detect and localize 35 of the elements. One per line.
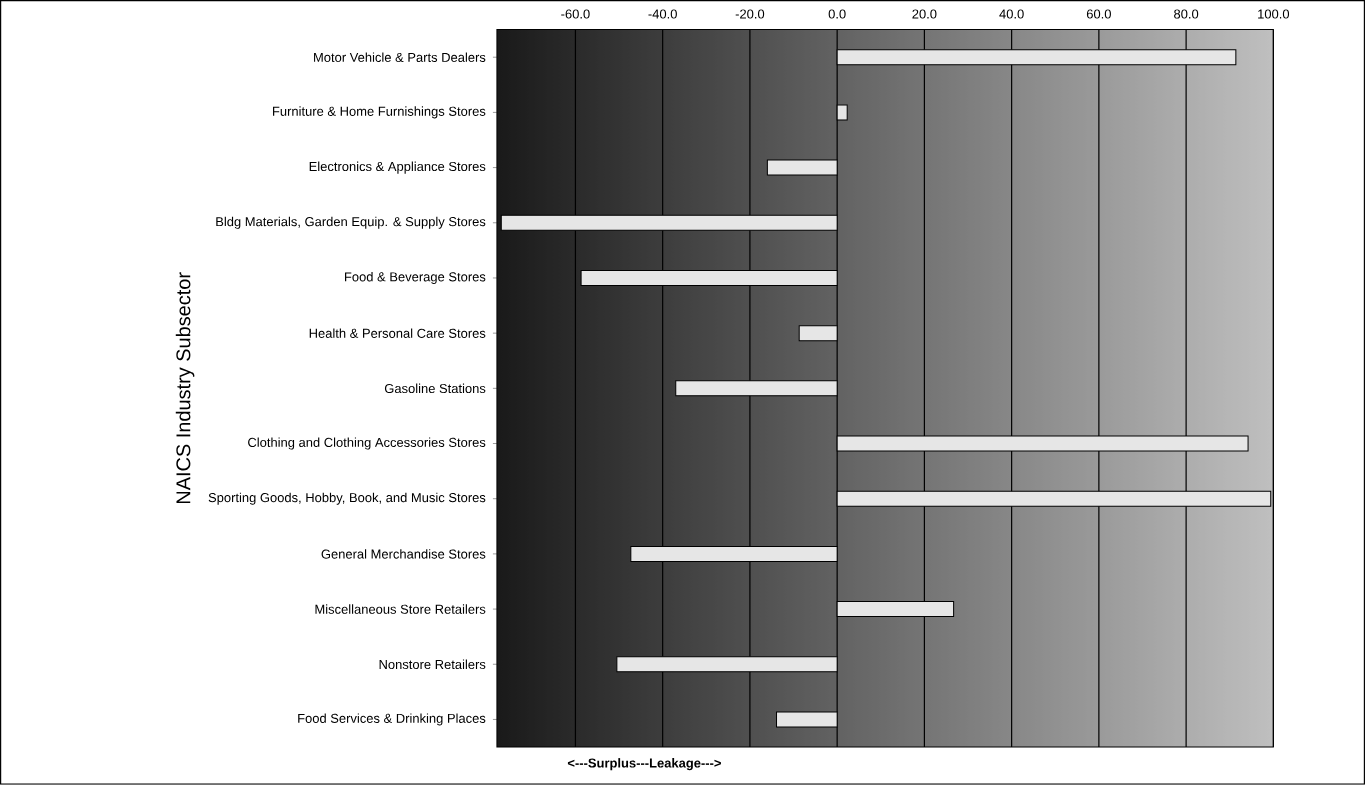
bar xyxy=(776,711,838,728)
bar xyxy=(836,435,1249,452)
x-tick-label: 60.0 xyxy=(1086,9,1111,19)
y-tick-label: Miscellaneous Store Retailers xyxy=(315,604,486,615)
y-tick-label: Motor Vehicle & Parts Dealers xyxy=(314,52,486,63)
x-tick-label: 0.0 xyxy=(828,9,846,19)
x-axis-title: <---Surplus---Leakage---> xyxy=(567,758,721,771)
x-tick-label: -20.0 xyxy=(735,9,765,19)
x-tick-label: 20.0 xyxy=(912,9,937,19)
bar xyxy=(580,270,838,287)
y-tick-label: Food Services & Drinking Places xyxy=(298,713,486,726)
bar xyxy=(836,49,1237,66)
y-tick-label: Bldg Materials, Garden Equip. & Supply Stores xyxy=(216,216,486,229)
x-tick-label: 80.0 xyxy=(1174,9,1199,19)
y-tick-label: Furniture & Home Furnishings Stores xyxy=(273,106,486,119)
bar xyxy=(616,656,838,673)
x-tick-label: 40.0 xyxy=(999,9,1024,19)
bar xyxy=(766,159,838,176)
y-tick-label: Health & Personal Care Stores xyxy=(309,328,486,339)
bar xyxy=(836,601,955,618)
y-tick-label: Nonstore Retailers xyxy=(379,659,486,670)
x-tick-label: 100.0 xyxy=(1258,9,1290,19)
y-tick-label: Food & Beverage Stores xyxy=(345,272,486,285)
y-axis-title: NAICS Industry Subsector xyxy=(175,272,195,504)
x-tick-label: -60.0 xyxy=(561,9,590,19)
bar xyxy=(836,104,848,121)
y-tick-label: Clothing and Clothing Accessories Stores xyxy=(248,437,486,450)
bar xyxy=(675,380,838,397)
bar xyxy=(798,325,838,342)
x-tick-label: -40.0 xyxy=(648,9,677,19)
bar xyxy=(630,546,838,563)
y-tick-label: Gasoline Stations xyxy=(384,383,486,394)
y-tick-label: Sporting Goods, Hobby, Book, and Music Stores xyxy=(208,492,486,505)
y-tick-label: Electronics & Appliance Stores xyxy=(309,161,486,174)
y-tick-label: General Merchandise Stores xyxy=(321,549,486,559)
